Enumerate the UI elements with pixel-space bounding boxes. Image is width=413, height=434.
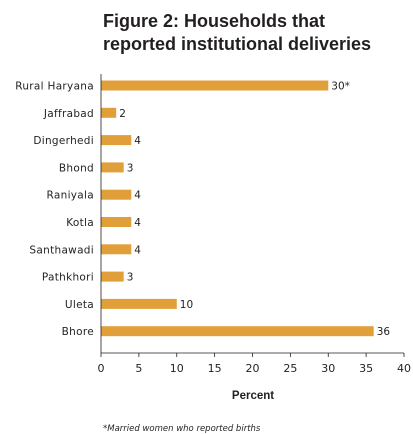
category-label: Rural Haryana	[15, 81, 94, 93]
bar	[101, 162, 124, 173]
data-label: 4	[134, 135, 141, 147]
data-label: 3	[127, 162, 134, 174]
category-label: Santhawadi	[29, 244, 94, 256]
data-label: 3	[127, 272, 134, 284]
category-label: Dingerhedi	[33, 135, 94, 147]
data-label: 2	[119, 108, 126, 120]
x-tick-label: 20	[246, 362, 260, 375]
x-tick-label: 30	[321, 362, 335, 375]
category-label: Kotla	[66, 217, 94, 229]
data-label: 4	[134, 190, 141, 202]
data-label: 4	[134, 244, 141, 256]
x-tick-label: 15	[208, 362, 222, 375]
chart-title: Figure 2: Households that reported insti…	[103, 11, 372, 54]
category-label: Jaffrabad	[43, 108, 94, 120]
data-label: 4	[134, 217, 141, 229]
category-label: Pathkhori	[42, 272, 94, 284]
bar	[101, 80, 329, 91]
footnote: *Married women who reported births	[103, 424, 261, 434]
x-tick-label: 10	[170, 362, 184, 375]
x-tick-label: 40	[397, 362, 411, 375]
bar	[101, 189, 132, 200]
bar	[101, 107, 117, 118]
x-tick-label: 25	[283, 362, 297, 375]
data-label: 10	[180, 299, 193, 311]
category-label: Uleta	[65, 299, 94, 311]
category-label: Raniyala	[47, 190, 94, 202]
bar	[101, 217, 132, 227]
bars-layer: Rural Haryana 30* Jaffrabad 2 Dingerhedi 4 Bho…	[15, 80, 391, 338]
data-label: 36	[377, 326, 391, 338]
bar	[101, 244, 132, 255]
x-tick-label: 35	[359, 362, 373, 375]
data-label: 30*	[331, 81, 350, 93]
x-tick-label: 5	[135, 362, 142, 375]
x-tick-label: 0	[98, 362, 105, 375]
x-axis-label: Percent	[232, 390, 274, 402]
category-label: Bhore	[62, 326, 94, 338]
bar	[101, 271, 124, 282]
bar	[101, 298, 177, 309]
category-label: Bhond	[59, 162, 94, 174]
bar	[101, 326, 374, 337]
x-axis: 0 5 10 15 20 25 30 35 40	[98, 74, 411, 375]
bar	[101, 135, 132, 146]
